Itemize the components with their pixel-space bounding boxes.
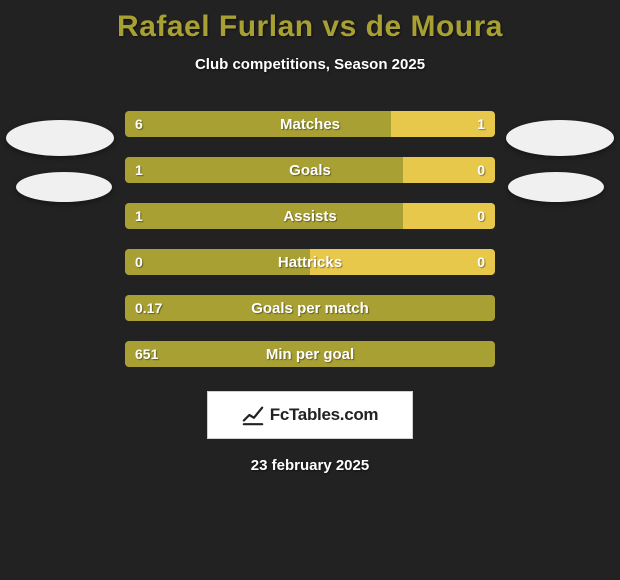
stat-row: 0.17Goals per match [125, 295, 495, 321]
stat-value-right: 0 [467, 162, 495, 178]
stat-bar-right: 0 [310, 249, 495, 275]
stat-bar-left: 6 [125, 111, 391, 137]
fctables-icon [242, 404, 264, 426]
stat-bar-right: 1 [391, 111, 495, 137]
page-subtitle: Club competitions, Season 2025 [0, 56, 620, 73]
stats-container: 61Matches10Goals10Assists00Hattricks0.17… [125, 111, 495, 367]
stat-row: 651Min per goal [125, 341, 495, 367]
logo-box: FcTables.com [207, 391, 413, 439]
player-left-avatar-2 [16, 172, 112, 202]
date-label: 23 february 2025 [0, 457, 620, 474]
stat-bar-left: 0 [125, 249, 310, 275]
stat-value-right: 0 [467, 254, 495, 270]
page-title: Rafael Furlan vs de Moura [0, 0, 620, 44]
player-left-avatar-1 [6, 120, 114, 156]
stat-bar-left: 0.17 [125, 295, 495, 321]
stat-value-left: 0.17 [125, 300, 172, 316]
stat-bar-left: 651 [125, 341, 495, 367]
player-right-avatar-2 [508, 172, 604, 202]
stat-value-left: 6 [125, 116, 153, 132]
stat-row: 10Assists [125, 203, 495, 229]
stat-row: 61Matches [125, 111, 495, 137]
stat-value-left: 1 [125, 162, 153, 178]
stat-value-left: 651 [125, 346, 168, 362]
logo-text: FcTables.com [270, 405, 379, 425]
stat-value-left: 1 [125, 208, 153, 224]
stat-row: 10Goals [125, 157, 495, 183]
stat-value-left: 0 [125, 254, 153, 270]
stat-bar-right: 0 [403, 203, 496, 229]
stat-bar-right: 0 [403, 157, 496, 183]
player-right-avatar-1 [506, 120, 614, 156]
stat-row: 00Hattricks [125, 249, 495, 275]
stat-value-right: 1 [467, 116, 495, 132]
stat-bar-left: 1 [125, 203, 403, 229]
stat-value-right: 0 [467, 208, 495, 224]
stat-bar-left: 1 [125, 157, 403, 183]
